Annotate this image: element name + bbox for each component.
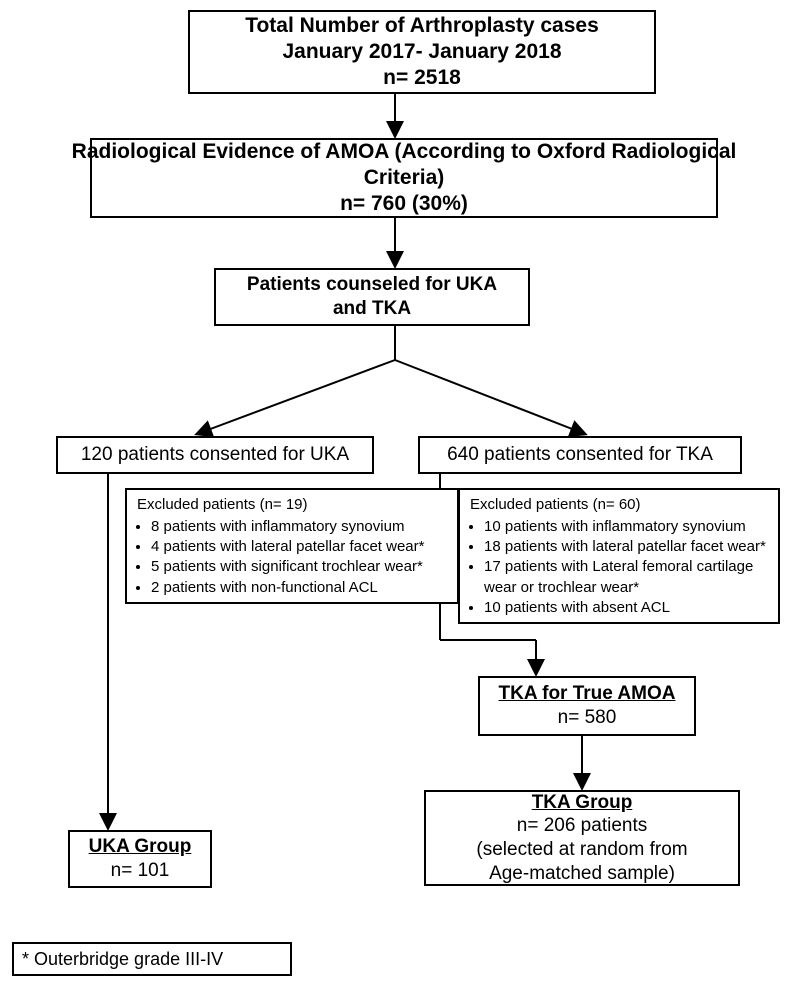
text: Age-matched sample) [489,862,675,886]
footnote-text: * Outerbridge grade III-IV [22,948,223,971]
text: 640 patients consented for TKA [447,443,713,467]
exclusion-list: 10 patients with inflammatory synovium 1… [484,517,768,618]
title: TKA for True AMOA [499,682,676,706]
text: Total Number of Arthroplasty cases [245,13,599,39]
exclusion-list: 8 patients with inflammatory synovium 4 … [151,517,424,598]
text: n= 760 (30%) [340,191,468,217]
box-total-cases: Total Number of Arthroplasty cases Janua… [188,10,656,94]
exclusion-item: 2 patients with non-functional ACL [151,578,424,598]
text: and TKA [333,297,411,321]
text: n= 101 [111,859,170,883]
exclusion-item: 10 patients with inflammatory synovium [484,517,768,537]
text: Radiological Evidence of AMOA (According… [72,139,737,165]
box-amoa-evidence: Radiological Evidence of AMOA (According… [90,138,718,218]
exclusion-title: Excluded patients (n= 19) [137,496,308,515]
text: n= 580 [558,706,617,730]
exclusion-item: 4 patients with lateral patellar facet w… [151,537,424,557]
exclusion-item: 18 patients with lateral patellar facet … [484,537,768,557]
exclusion-item: 8 patients with inflammatory synovium [151,517,424,537]
exclusion-item: 10 patients with absent ACL [484,598,768,618]
box-tka-exclusions: Excluded patients (n= 60) 10 patients wi… [458,488,780,624]
text: 120 patients consented for UKA [81,443,349,467]
box-uka-exclusions: Excluded patients (n= 19) 8 patients wit… [125,488,459,604]
exclusion-title: Excluded patients (n= 60) [470,496,641,515]
text: n= 206 patients [517,814,647,838]
text: n= 2518 [383,65,461,91]
box-footnote: * Outerbridge grade III-IV [12,942,292,976]
box-tka-group: TKA Group n= 206 patients (selected at r… [424,790,740,886]
text: Patients counseled for UKA [247,273,497,297]
box-uka-consent: 120 patients consented for UKA [56,436,374,474]
text: January 2017- January 2018 [282,39,561,65]
box-counseled: Patients counseled for UKA and TKA [214,268,530,326]
text: (selected at random from [476,838,687,862]
exclusion-item: 17 patients with Lateral femoral cartila… [484,557,768,598]
flowchart-stage: Total Number of Arthroplasty cases Janua… [0,0,787,1002]
box-tka-consent: 640 patients consented for TKA [418,436,742,474]
title: UKA Group [89,835,192,859]
text: Criteria) [364,165,445,191]
box-tka-true-amoa: TKA for True AMOA n= 580 [478,676,696,736]
title: TKA Group [532,791,633,815]
exclusion-item: 5 patients with significant trochlear we… [151,557,424,577]
box-uka-group: UKA Group n= 101 [68,830,212,888]
